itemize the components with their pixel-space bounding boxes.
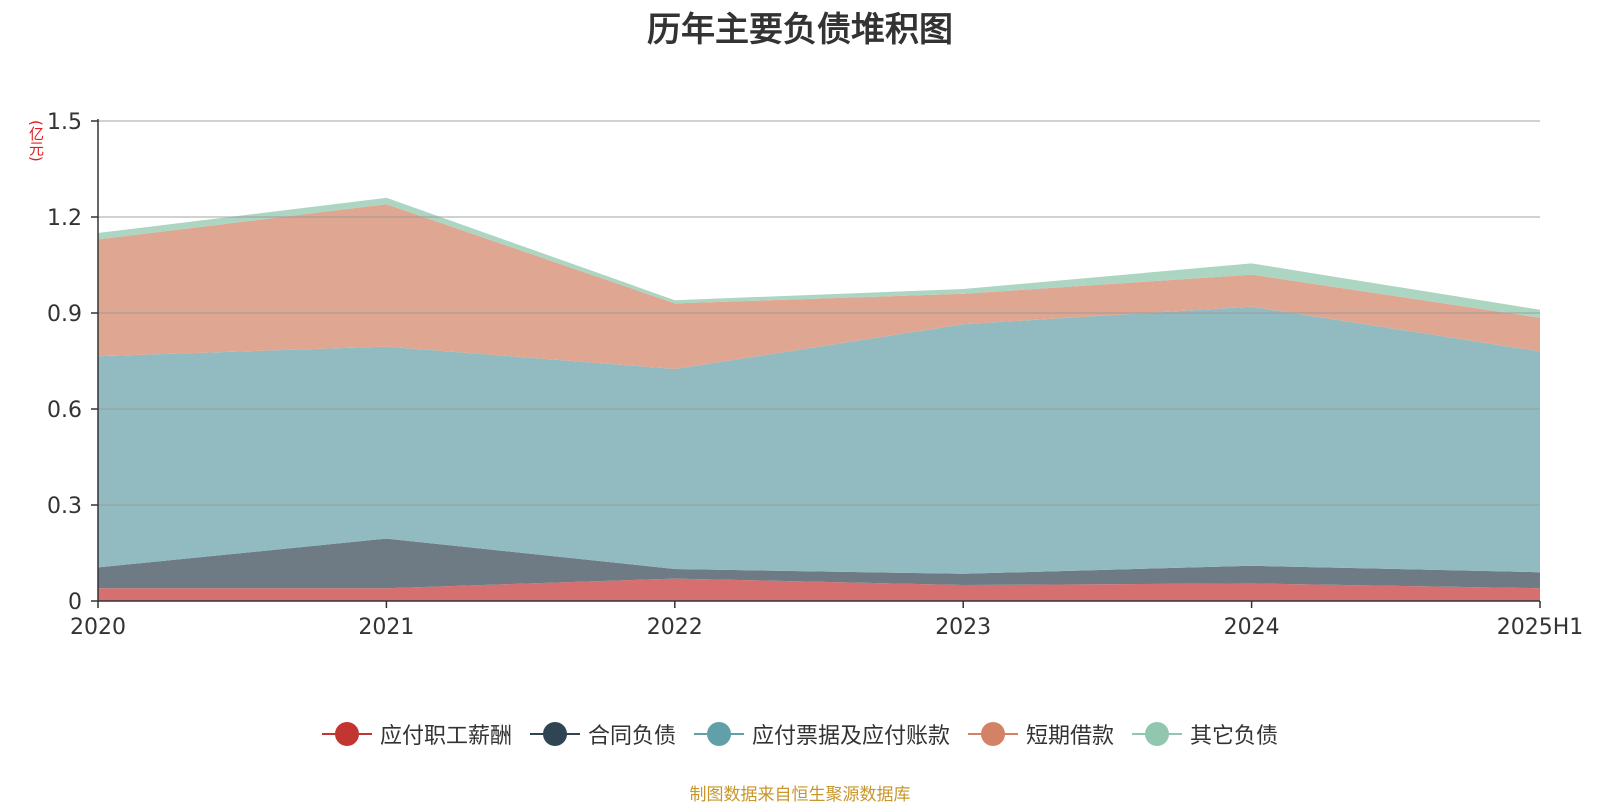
area-series-2: [98, 538, 1540, 589]
y-tick-label: 0.3: [47, 494, 82, 519]
legend-marker: [1132, 722, 1183, 746]
y-tick-label: 0.9: [47, 302, 82, 327]
legend-marker: [968, 722, 1018, 746]
area-series-3: [98, 306, 1540, 574]
chart-title: 历年主要负债堆积图: [647, 10, 953, 50]
x-tick-label: 2024: [1224, 615, 1280, 640]
legend-item-5[interactable]: 其它负债: [1132, 718, 1278, 750]
x-tick-label: 2022: [647, 615, 703, 640]
legend-label: 应付职工薪酬: [379, 724, 512, 749]
y-axis-unit-label: (亿元): [27, 120, 45, 162]
legend-item-1[interactable]: 应付职工薪酬: [321, 718, 512, 750]
legend-label: 短期借款: [1026, 724, 1115, 749]
x-tick-label: 2023: [935, 615, 991, 640]
y-tick-label: 0.6: [47, 398, 82, 423]
legend-label: 应付票据及应付账款: [751, 724, 950, 749]
legend-marker: [693, 722, 744, 746]
y-tick-label: 1.2: [47, 206, 82, 231]
x-tick-label: 2025H1: [1497, 615, 1584, 640]
legend-item-4[interactable]: 短期借款: [968, 718, 1114, 750]
chart-legend: 应付职工薪酬 合同负债 应付票据及应付账款 短期借款 其它负债: [0, 718, 1600, 750]
area-series-5: [98, 197, 1540, 318]
legend-item-2[interactable]: 合同负债: [529, 718, 676, 750]
y-tick-label: 0: [68, 590, 82, 615]
area-series-1: [98, 578, 1540, 601]
source-note: 制图数据来自恒生聚源数据库: [689, 785, 911, 805]
area-series-4: [98, 204, 1540, 369]
legend-marker: [529, 722, 580, 746]
legend-label: 合同负债: [587, 724, 676, 749]
legend-marker: [321, 722, 372, 746]
legend-label: 其它负债: [1190, 724, 1279, 749]
y-tick-label: 1.5: [47, 110, 82, 135]
x-tick-label: 2020: [70, 615, 126, 640]
x-tick-label: 2021: [358, 615, 414, 640]
legend-item-3[interactable]: 应付票据及应付账款: [693, 718, 950, 750]
